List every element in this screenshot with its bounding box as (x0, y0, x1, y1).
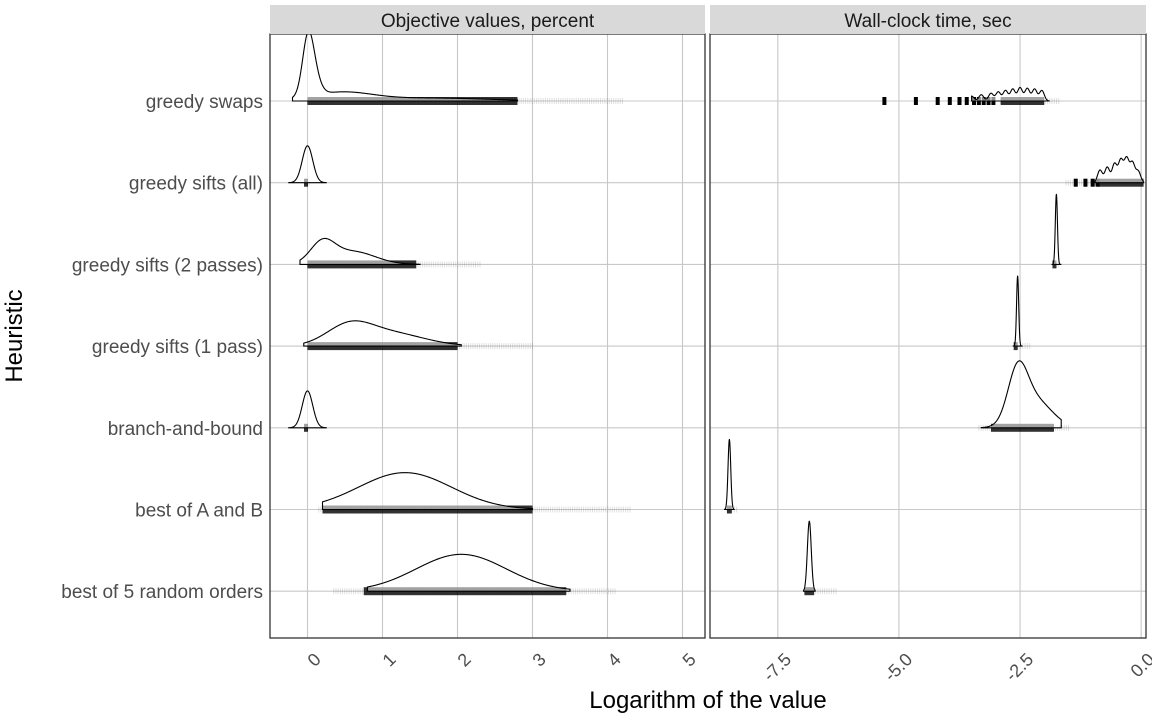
rug-cluster (882, 97, 887, 105)
x-tick-labels: 0 1 2 3 4 5 -7.5 -5.0 -2.5 0.0 (304, 649, 1152, 685)
y-tick-best-of-a-and-b: best of A and B (135, 501, 263, 522)
density-ridge-greedy-sifts-all (1094, 155, 1145, 184)
density-ridge-greedy-sifts-2-passes (1051, 193, 1062, 265)
panel-2-background (710, 34, 1146, 638)
panel-1-title: Objective values, percent (381, 11, 595, 32)
series-greedy-sifts-all-p2 (1065, 155, 1147, 187)
series-best-of-a-and-b-p1 (318, 472, 631, 514)
panel-1-strip (270, 5, 705, 34)
x-tick-label: -5.0 (880, 649, 916, 685)
panel-2-title: Wall-clock time, sec (844, 11, 1011, 32)
density-ridge-greedy-sifts-all (288, 145, 327, 184)
y-axis-title: Heuristic (1, 289, 28, 382)
density-ridge-best-of-a-and-b (723, 438, 735, 511)
x-tick-label: 0 (304, 649, 325, 670)
density-ridge-branch-and-bound (980, 360, 1062, 429)
density-ridge-greedy-sifts-1-pass (303, 320, 462, 347)
series-branch-and-bound-p1 (288, 390, 327, 432)
density-ridge-greedy-sifts-1-pass (1012, 275, 1023, 347)
density-layer (288, 30, 1147, 596)
density-ridge-best-of-5-random-orders (802, 520, 816, 592)
y-tick-greedy-sifts-2-passes: greedy sifts (2 passes) (72, 255, 263, 276)
series-best-of-5-random-orders-p1 (333, 553, 616, 596)
y-tick-greedy-sifts-all: greedy sifts (all) (129, 174, 263, 195)
density-ridge-greedy-swaps (291, 30, 519, 102)
series-greedy-swaps-p2 (882, 86, 1060, 105)
y-tick-greedy-sifts-1-pass: greedy sifts (1 pass) (92, 337, 263, 358)
series-best-of-a-and-b-p2 (723, 438, 738, 514)
series-greedy-sifts-1-pass-p1 (303, 320, 533, 351)
x-tick-label: -2.5 (1001, 649, 1037, 685)
panel-2-strip (710, 5, 1146, 34)
density-ridge-branch-and-bound (288, 390, 327, 429)
rug-cluster (957, 97, 962, 105)
x-tick-label: 3 (529, 649, 550, 670)
x-tick-label: 1 (379, 649, 400, 670)
rug-cluster (1083, 178, 1088, 187)
density-ridge-best-of-a-and-b (321, 472, 534, 511)
series-branch-and-bound-p2 (978, 360, 1069, 432)
density-ridge-best-of-5-random-orders (366, 553, 571, 592)
y-tick-labels: greedy swaps greedy sifts (all) greedy sif… (61, 92, 263, 603)
x-tick-label: 5 (679, 649, 700, 670)
series-greedy-sifts-2-passes-p2 (1051, 193, 1062, 269)
rug-cluster (964, 97, 969, 105)
rug-cluster (1090, 178, 1095, 187)
rug-cluster (935, 97, 940, 105)
x-tick-label: 4 (604, 649, 625, 670)
y-tick-greedy-swaps: greedy swaps (146, 92, 263, 113)
density-ridge-greedy-swaps (971, 86, 1050, 102)
series-greedy-swaps-p1 (291, 30, 623, 105)
x-tick-label: 2 (454, 649, 475, 670)
density-ridge-greedy-sifts-2-passes (299, 237, 421, 265)
x-tick-label: 0.0 (1127, 649, 1152, 681)
series-greedy-sifts-2-passes-p1 (299, 237, 481, 269)
series-greedy-sifts-1-pass-p2 (1012, 275, 1031, 351)
series-greedy-sifts-all-p1 (288, 145, 327, 187)
rug-cluster (913, 97, 918, 105)
y-tick-best-of-5-random-orders: best of 5 random orders (61, 582, 263, 603)
series-best-of-5-random-orders-p2 (802, 520, 837, 596)
x-tick-label: -7.5 (759, 649, 795, 685)
rug-cluster (947, 97, 952, 105)
rug-cluster (1073, 178, 1078, 187)
x-axis-title: Logarithm of the value (589, 687, 826, 714)
y-tick-branch-and-bound: branch-and-bound (108, 419, 263, 440)
